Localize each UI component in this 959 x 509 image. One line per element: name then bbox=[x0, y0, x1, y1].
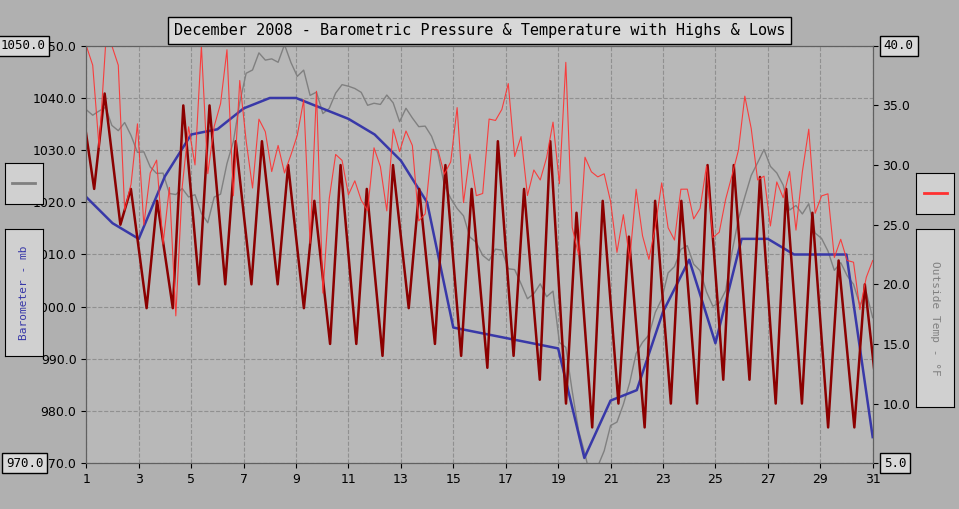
Text: December 2008 - Barometric Pressure & Temperature with Highs & Lows: December 2008 - Barometric Pressure & Te… bbox=[174, 23, 785, 38]
Text: 5.0: 5.0 bbox=[884, 457, 906, 470]
Text: 970.0: 970.0 bbox=[6, 457, 43, 470]
Text: Barometer - mb: Barometer - mb bbox=[19, 245, 29, 340]
Text: Outside Temp - °F: Outside Temp - °F bbox=[930, 261, 940, 376]
Text: 1050.0: 1050.0 bbox=[0, 39, 45, 52]
Text: 40.0: 40.0 bbox=[884, 39, 914, 52]
